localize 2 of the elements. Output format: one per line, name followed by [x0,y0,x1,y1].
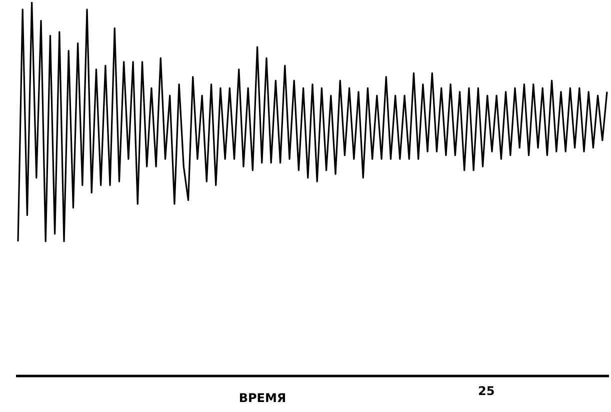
x-axis-title: ВРЕМЯ [238,391,286,405]
text: 25 [478,384,495,398]
